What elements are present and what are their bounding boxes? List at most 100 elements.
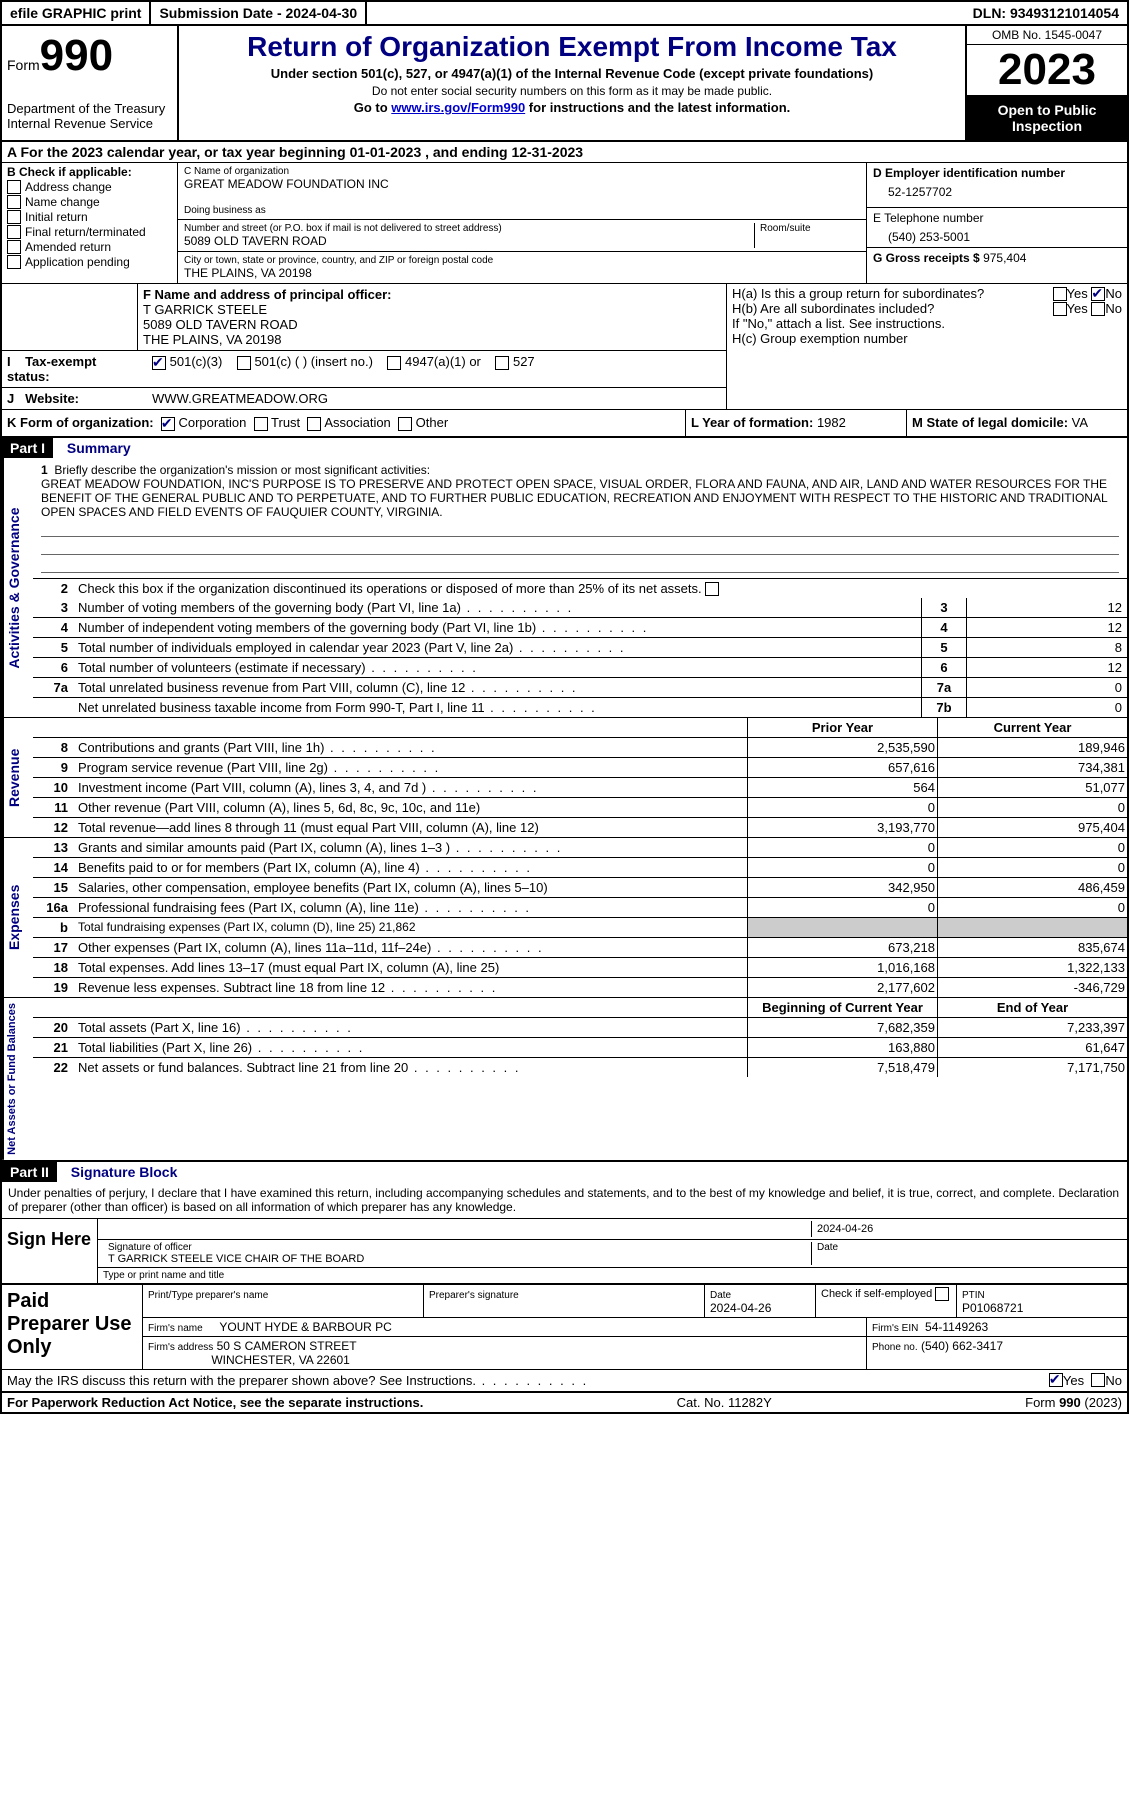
j-label: J Website:	[2, 388, 147, 409]
top-bar: efile GRAPHIC print Submission Date - 20…	[2, 2, 1127, 26]
val-6: 12	[966, 658, 1127, 677]
form-label-block: Form990 Department of the Treasury Inter…	[2, 26, 179, 140]
part2-header-row: Part II Signature Block	[2, 1162, 1127, 1182]
d-label: D Employer identification number	[873, 166, 1121, 180]
open-to-public: Open to Public Inspection	[967, 96, 1127, 140]
form-990-page: efile GRAPHIC print Submission Date - 20…	[0, 0, 1129, 1414]
officer-addr2: THE PLAINS, VA 20198	[143, 332, 721, 347]
l21-end: 61,647	[937, 1038, 1127, 1057]
section-fhij: F Name and address of principal officer:…	[2, 284, 1127, 410]
discuss-text: May the IRS discuss this return with the…	[7, 1373, 1049, 1388]
tax-status-options: 501(c)(3) 501(c) ( ) (insert no.) 4947(a…	[147, 351, 726, 387]
l13-prior: 0	[747, 838, 937, 857]
l16b-curr-shaded	[937, 918, 1127, 937]
checkbox-501c3[interactable]	[152, 356, 166, 370]
checkbox-assoc[interactable]	[307, 417, 321, 431]
l9-curr: 734,381	[937, 758, 1127, 777]
col-prior-year: Prior Year	[747, 718, 937, 737]
vert-revenue: Revenue	[2, 718, 33, 837]
checkbox-hb-no[interactable]	[1091, 302, 1105, 316]
l11-curr: 0	[937, 798, 1127, 817]
l22-end: 7,171,750	[937, 1058, 1127, 1077]
l20-begin: 7,682,359	[747, 1018, 937, 1037]
officer-addr1: 5089 OLD TAVERN ROAD	[143, 317, 721, 332]
goto-line: Go to www.irs.gov/Form990 for instructio…	[184, 100, 960, 115]
e-label: E Telephone number	[873, 211, 1121, 225]
l-label: L Year of formation:	[691, 415, 813, 430]
year-block: OMB No. 1545-0047 2023 Open to Public In…	[965, 26, 1127, 140]
l18-curr: 1,322,133	[937, 958, 1127, 977]
part1-title: Summary	[57, 440, 131, 456]
checkbox-initial-return[interactable]	[7, 210, 21, 224]
checkbox-discontinued[interactable]	[705, 582, 719, 596]
form990-link[interactable]: www.irs.gov/Form990	[391, 100, 525, 115]
l15-prior: 342,950	[747, 878, 937, 897]
form-number: 990	[40, 31, 113, 80]
hb-label: H(b) Are all subordinates included?	[732, 301, 1053, 316]
ein: 52-1257702	[873, 180, 1121, 204]
form-word: Form	[7, 57, 40, 73]
firm-phone: (540) 662-3417	[921, 1339, 1003, 1353]
dba-label: Doing business as	[184, 205, 860, 216]
val-5: 8	[966, 638, 1127, 657]
checkbox-discuss-no[interactable]	[1091, 1373, 1105, 1387]
checkbox-app-pending[interactable]	[7, 255, 21, 269]
checkbox-hb-yes[interactable]	[1053, 302, 1067, 316]
checkbox-4947[interactable]	[387, 356, 401, 370]
l20-end: 7,233,397	[937, 1018, 1127, 1037]
l10-curr: 51,077	[937, 778, 1127, 797]
subtitle: Under section 501(c), 527, or 4947(a)(1)…	[184, 66, 960, 81]
m-label: M State of legal domicile:	[912, 415, 1068, 430]
footer-left: For Paperwork Reduction Act Notice, see …	[7, 1395, 423, 1410]
l16a-prior: 0	[747, 898, 937, 917]
addr-label: Number and street (or P.O. box if mail i…	[184, 223, 754, 234]
checkbox-amended[interactable]	[7, 240, 21, 254]
firm-addr2: WINCHESTER, VA 22601	[211, 1353, 350, 1367]
submission-date: Submission Date - 2024-04-30	[151, 2, 367, 24]
checkbox-ha-yes[interactable]	[1053, 287, 1067, 301]
f-label: F Name and address of principal officer:	[143, 287, 721, 302]
l13-curr: 0	[937, 838, 1127, 857]
vert-governance: Activities & Governance	[2, 458, 33, 718]
ptin: P01068721	[962, 1301, 1023, 1315]
checkbox-trust[interactable]	[254, 417, 268, 431]
hc-label: H(c) Group exemption number	[732, 331, 1122, 346]
i-label: I Tax-exempt status:	[2, 351, 147, 387]
phone: (540) 253-5001	[873, 225, 1121, 244]
l19-curr: -346,729	[937, 978, 1127, 997]
revenue-section: Revenue Prior YearCurrent Year 8Contribu…	[2, 718, 1127, 838]
firm-addr1: 50 S CAMERON STREET	[217, 1339, 357, 1353]
checkbox-final-return[interactable]	[7, 225, 21, 239]
col-deg: D Employer identification number 52-1257…	[866, 163, 1127, 283]
sig-officer-label: Signature of officer	[108, 1242, 806, 1253]
room-label: Room/suite	[760, 223, 860, 234]
h-section: H(a) Is this a group return for subordin…	[726, 284, 1127, 409]
l14-curr: 0	[937, 858, 1127, 877]
checkbox-address-change[interactable]	[7, 180, 21, 194]
discuss-row: May the IRS discuss this return with the…	[2, 1369, 1127, 1393]
col-b: B Check if applicable: Address change Na…	[2, 163, 178, 283]
part2-title: Signature Block	[61, 1164, 178, 1180]
section-bcdefg: B Check if applicable: Address change Na…	[2, 163, 1127, 284]
checkbox-discuss-yes[interactable]	[1049, 1373, 1063, 1387]
checkbox-ha-no[interactable]	[1091, 287, 1105, 301]
omb-number: OMB No. 1545-0047	[967, 26, 1127, 45]
state-domicile: VA	[1072, 415, 1088, 430]
part1-badge: Part I	[2, 438, 53, 458]
checkbox-name-change[interactable]	[7, 195, 21, 209]
l11-prior: 0	[747, 798, 937, 817]
b-label: B Check if applicable:	[7, 165, 172, 179]
type-print-label: Type or print name and title	[98, 1268, 1127, 1283]
penalty-text: Under penalties of perjury, I declare th…	[2, 1182, 1127, 1218]
col-begin-year: Beginning of Current Year	[747, 998, 937, 1017]
ha-label: H(a) Is this a group return for subordin…	[732, 286, 1053, 301]
checkbox-corp[interactable]	[161, 417, 175, 431]
form-header: Form990 Department of the Treasury Inter…	[2, 26, 1127, 142]
vert-expenses: Expenses	[2, 838, 33, 997]
checkbox-self-employed[interactable]	[935, 1287, 949, 1301]
l12-curr: 975,404	[937, 818, 1127, 837]
checkbox-501c[interactable]	[237, 356, 251, 370]
checkbox-other[interactable]	[398, 417, 412, 431]
section-klm: K Form of organization: Corporation Trus…	[2, 410, 1127, 438]
checkbox-527[interactable]	[495, 356, 509, 370]
